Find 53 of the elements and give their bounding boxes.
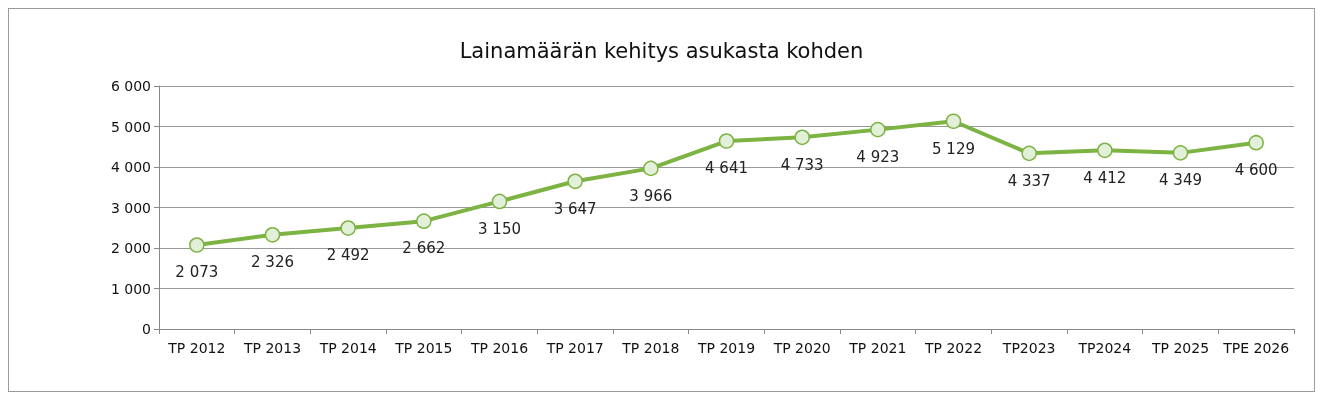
data-label: 4 923 [856,147,900,166]
point [870,121,886,138]
point [718,133,735,149]
x-tick-label: TP 2020 [772,340,831,356]
data-label: 2 073 [175,263,219,282]
x-tick-label: TP 2015 [394,340,453,356]
x-tick-label: TP2023 [1001,340,1056,356]
data-label: 4 412 [1083,168,1127,187]
point [794,129,810,146]
point [1248,134,1264,151]
data-label: 4 337 [1007,171,1051,190]
data-label: 4 349 [1159,171,1202,190]
data-label: 2 492 [326,246,370,265]
x-tick-label: TP 2014 [318,340,377,356]
data-label: 4 600 [1234,160,1278,179]
data-label: 3 150 [478,219,521,238]
point [416,213,432,229]
data-label: 2 326 [251,253,294,272]
y-tick-label: 2 000 [110,240,151,256]
x-tick-label: TP 2018 [621,340,680,356]
point [643,160,659,177]
y-tick-label: 1 000 [110,280,151,297]
data-label: 4 641 [705,159,748,178]
data-label: 4 733 [780,155,824,174]
y-tick-label: 6 000 [110,78,151,94]
point [491,193,508,210]
point [567,173,583,190]
point [264,227,281,243]
y-tick-label: 5 000 [110,118,151,135]
data-label: 5 129 [932,139,975,158]
x-tick-label: TP 2019 [696,340,756,356]
x-tick-label: TP 2022 [923,340,983,356]
x-tick-label: TP 2013 [242,340,302,356]
point [1172,145,1189,161]
point [189,237,205,253]
x-tick-label: TP 2025 [1150,340,1210,356]
x-tick-label: TP 2012 [167,340,226,356]
data-label: 3 966 [629,186,673,205]
point [945,113,962,130]
data-label: 2 662 [402,239,446,258]
x-tick-label: TP 2021 [848,340,907,356]
x-tick-label: TPE 2026 [1222,340,1290,356]
point [340,220,356,236]
chart-title: Lainamäärän kehitys asukasta kohden [459,38,864,63]
data-label: 3 647 [553,199,597,218]
y-tick-label: 0 [142,321,151,337]
point [1021,145,1037,162]
x-tick-label: TP 2017 [545,340,604,356]
y-tick-label: 3 000 [110,199,151,216]
point [1097,142,1113,159]
x-tick-label: TP 2016 [469,340,529,356]
x-tick-label: TP2024 [1077,340,1132,356]
y-tick-label: 4 000 [110,159,151,175]
